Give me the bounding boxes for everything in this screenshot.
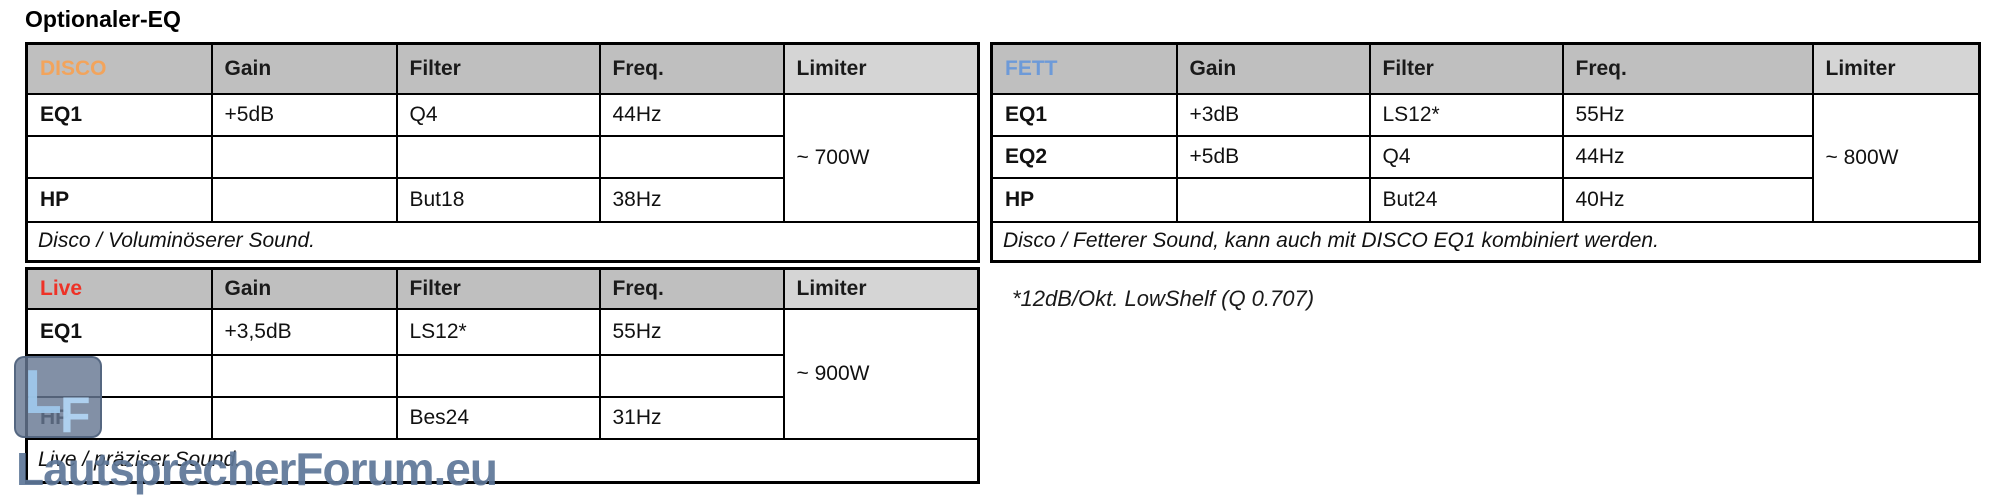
- fett-row-hp: HP But24 40Hz: [990, 176, 1980, 223]
- disco-table-name: DISCO: [25, 42, 213, 95]
- fett-eq2-gain: +5dB: [1175, 134, 1371, 179]
- fett-eq1-filter: LS12*: [1368, 92, 1564, 137]
- live-eq-table: Live Gain Filter Freq. Limiter EQ1 +3,5d…: [25, 267, 980, 484]
- live-eq1-gain: +3,5dB: [210, 307, 398, 356]
- disco-row-hp: HP But18 38Hz: [25, 176, 979, 223]
- fett-header-limiter: Limiter: [1811, 42, 1981, 95]
- live-eq1-label: EQ1: [25, 307, 213, 356]
- fett-eq2-filter: Q4: [1368, 134, 1564, 179]
- live-eq1-freq: 55Hz: [598, 307, 785, 356]
- live-header-limiter: Limiter: [782, 267, 980, 310]
- disco-empty-label: [25, 134, 213, 179]
- disco-caption: Disco / Voluminöserer Sound.: [25, 220, 980, 263]
- live-empty-gain: [210, 353, 398, 398]
- disco-limiter-value: ~ 700W: [782, 92, 980, 223]
- disco-header-row: DISCO Gain Filter Freq. Limiter: [25, 42, 980, 95]
- live-hp-gain: [210, 395, 398, 440]
- logo-letter-l: L: [24, 358, 62, 427]
- logo-letter-f: F: [60, 387, 91, 443]
- live-row-empty: [25, 353, 979, 398]
- fett-hp-label: HP: [990, 176, 1178, 223]
- fett-caption: Disco / Fetterer Sound, kann auch mit DI…: [990, 220, 1981, 263]
- lautsprecherforum-logo: L F: [14, 356, 102, 443]
- disco-header-limiter: Limiter: [782, 42, 980, 95]
- fett-header-filter: Filter: [1368, 42, 1564, 95]
- disco-header-freq: Freq.: [598, 42, 785, 95]
- fett-limiter-value: ~ 800W: [1811, 92, 1981, 223]
- lowshelf-footnote: *12dB/Okt. LowShelf (Q 0.707): [1012, 286, 1315, 311]
- disco-row-empty: [25, 134, 979, 179]
- live-row-hp: HP Bes24 31Hz: [25, 395, 979, 440]
- fett-table-name: FETT: [990, 42, 1178, 95]
- live-empty-freq: [598, 353, 785, 398]
- disco-header-gain: Gain: [210, 42, 398, 95]
- page-title: Optionaler-EQ: [25, 6, 181, 32]
- disco-eq1-gain: +5dB: [210, 92, 398, 137]
- disco-hp-filter: But18: [395, 176, 601, 223]
- disco-row-eq1: EQ1 +5dB Q4 44Hz ~ 700W: [25, 92, 980, 223]
- live-header-gain: Gain: [210, 267, 398, 310]
- live-row-eq1: EQ1 +3,5dB LS12* 55Hz ~ 900W: [25, 307, 980, 440]
- disco-eq-table: DISCO Gain Filter Freq. Limiter EQ1 +5dB…: [25, 42, 980, 263]
- fett-row-eq2: EQ2 +5dB Q4 44Hz: [990, 134, 1980, 179]
- live-empty-filter: [395, 353, 601, 398]
- fett-hp-freq: 40Hz: [1561, 176, 1814, 223]
- live-limiter-value: ~ 900W: [782, 307, 980, 440]
- live-hp-freq: 31Hz: [598, 395, 785, 440]
- disco-empty-filter: [395, 134, 601, 179]
- fett-hp-gain: [1175, 176, 1371, 223]
- fett-eq1-freq: 55Hz: [1561, 92, 1814, 137]
- fett-header-gain: Gain: [1175, 42, 1371, 95]
- disco-empty-gain: [210, 134, 398, 179]
- disco-hp-label: HP: [25, 176, 213, 223]
- disco-eq1-freq: 44Hz: [598, 92, 785, 137]
- live-header-row: Live Gain Filter Freq. Limiter: [25, 267, 980, 310]
- live-header-freq: Freq.: [598, 267, 785, 310]
- live-caption-row: Live / präziser Sound.: [25, 437, 980, 484]
- live-header-filter: Filter: [395, 267, 601, 310]
- disco-eq1-filter: Q4: [395, 92, 601, 137]
- fett-eq1-gain: +3dB: [1175, 92, 1371, 137]
- live-caption: Live / präziser Sound.: [25, 437, 980, 484]
- fett-header-freq: Freq.: [1561, 42, 1814, 95]
- fett-caption-row: Disco / Fetterer Sound, kann auch mit DI…: [990, 220, 1981, 263]
- disco-caption-row: Disco / Voluminöserer Sound.: [25, 220, 980, 263]
- fett-eq2-freq: 44Hz: [1561, 134, 1814, 179]
- disco-hp-freq: 38Hz: [598, 176, 785, 223]
- disco-hp-gain: [210, 176, 398, 223]
- fett-header-row: FETT Gain Filter Freq. Limiter: [990, 42, 1981, 95]
- live-hp-filter: Bes24: [395, 395, 601, 440]
- fett-eq-table: FETT Gain Filter Freq. Limiter EQ1 +3dB …: [990, 42, 1981, 263]
- disco-header-filter: Filter: [395, 42, 601, 95]
- live-eq1-filter: LS12*: [395, 307, 601, 356]
- fett-eq2-label: EQ2: [990, 134, 1178, 179]
- watermark-text: LautsprecherForum.eu: [16, 443, 498, 495]
- fett-hp-filter: But24: [1368, 176, 1564, 223]
- disco-empty-freq: [598, 134, 785, 179]
- disco-eq1-label: EQ1: [25, 92, 213, 137]
- live-table-name: Live: [25, 267, 213, 310]
- fett-eq1-label: EQ1: [990, 92, 1178, 137]
- fett-row-eq1: EQ1 +3dB LS12* 55Hz ~ 800W: [990, 92, 1981, 223]
